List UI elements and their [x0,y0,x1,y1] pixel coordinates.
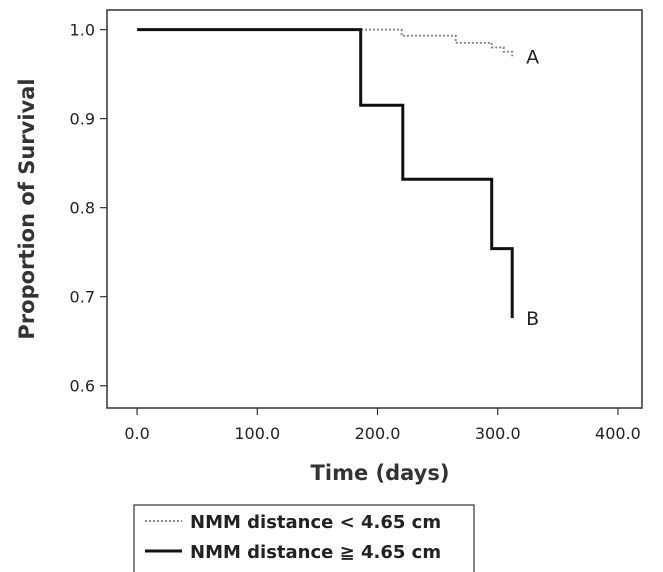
legend-box [133,504,475,572]
x-tick-label: 100.0 [234,424,280,443]
y-tick-label: 1.0 [70,21,95,40]
x-tick-label: 0.0 [124,424,149,443]
y-tick-label: 0.8 [70,199,95,218]
series-end-label-a: A [526,46,539,68]
y-tick-label: 0.7 [70,288,95,307]
series-line-a [137,28,514,57]
x-tick-label: 300.0 [475,424,521,443]
x-axis-title: Time (days) [311,461,450,485]
series-end-label-b: B [526,308,539,330]
series-line-b [137,28,514,319]
y-tick-label: 0.9 [70,110,95,129]
series-layer: AB [137,28,539,330]
x-tick-label: 400.0 [595,424,641,443]
y-axis-ticks: 0.6 0.7 0.8 0.9 1.0 [70,21,107,396]
legend-label-b: NMM distance ≧ 4.65 cm [190,542,441,563]
legend-label-a: NMM distance < 4.65 cm [190,512,441,533]
x-axis-ticks: 0.0 100.0 200.0 300.0 400.0 [124,408,641,443]
y-axis-title: Proportion of Survival [15,78,39,339]
x-tick-label: 200.0 [355,424,401,443]
plot-frame [106,9,643,409]
y-tick-label: 0.6 [70,377,95,396]
